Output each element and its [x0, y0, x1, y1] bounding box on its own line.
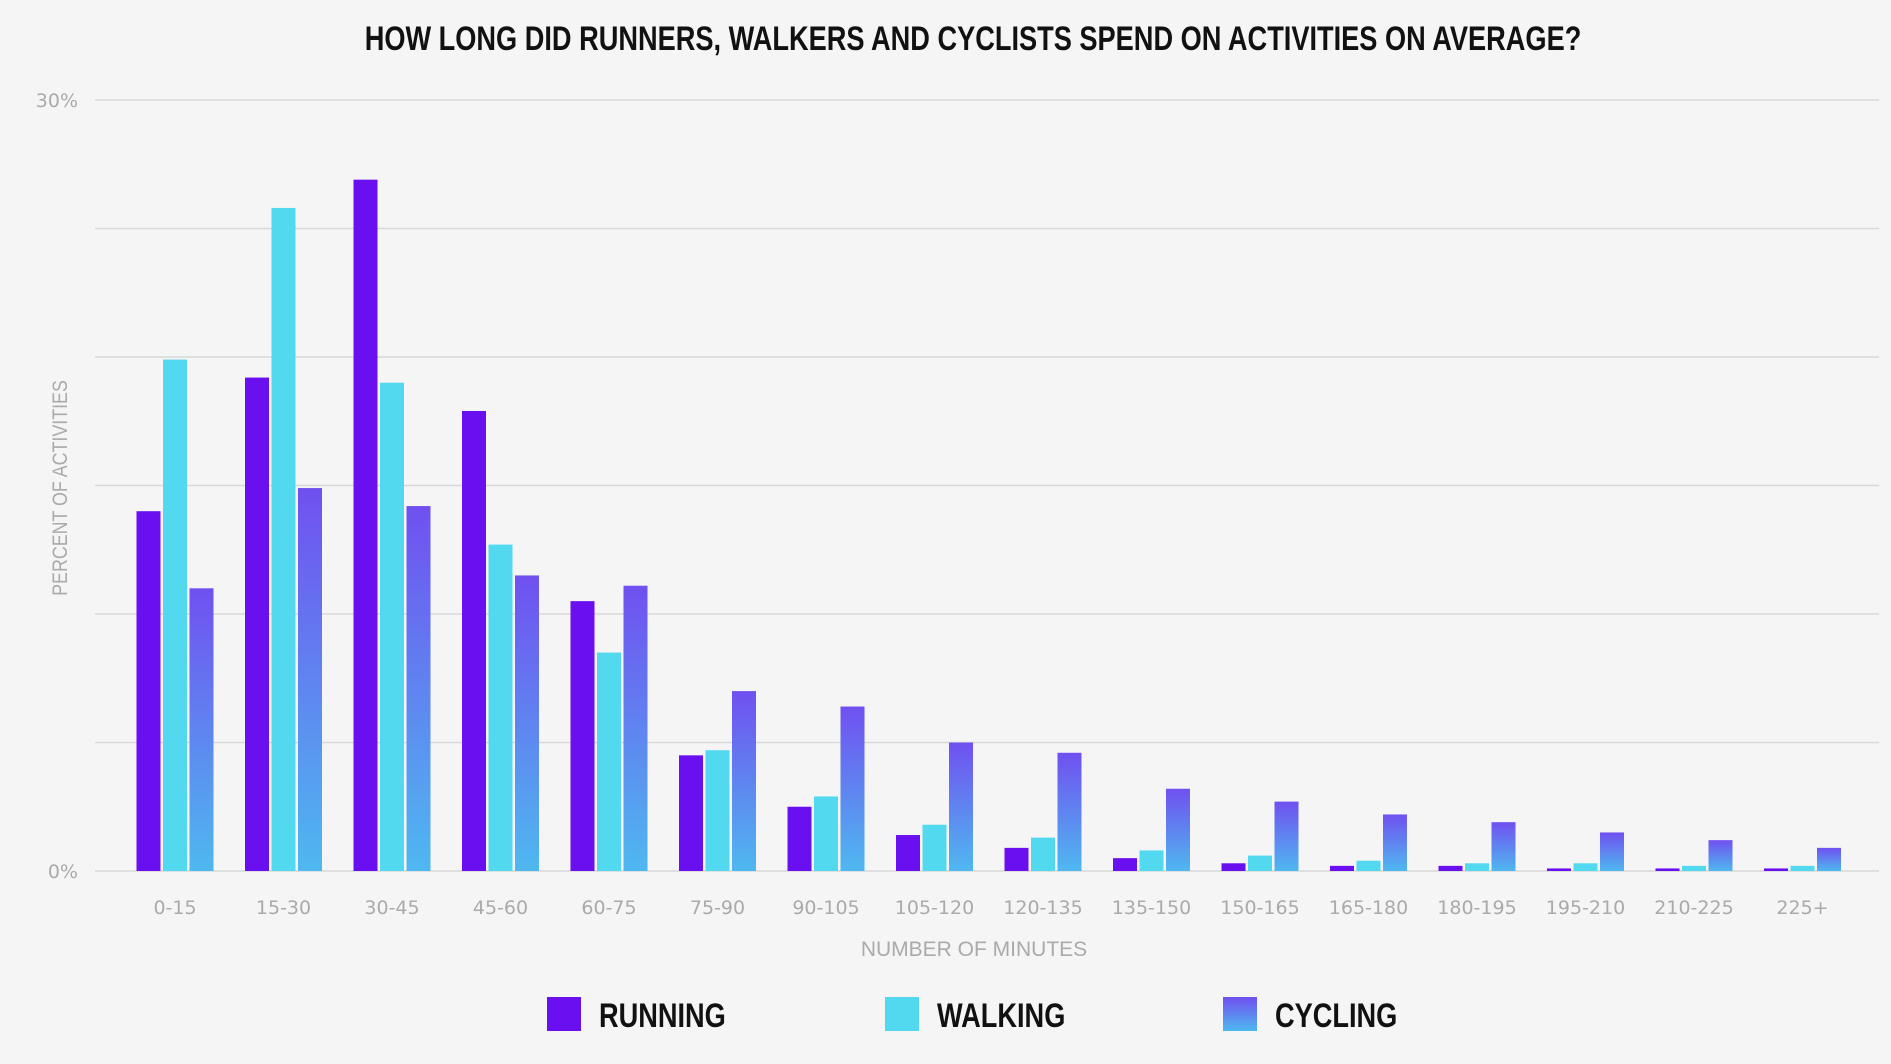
x-tick-label: 225+	[1776, 897, 1828, 919]
bar-walking-165-180	[1356, 860, 1381, 871]
legend-label-running: RUNNING	[599, 996, 726, 1035]
bar-running-105-120	[896, 835, 920, 871]
bar-running-120-135	[1004, 847, 1029, 871]
x-tick-label: 135-150	[1112, 897, 1191, 919]
bar-walking-30-45	[380, 382, 404, 871]
x-tick-label: 30-45	[364, 897, 419, 919]
bar-walking-0-15	[163, 359, 187, 871]
bar-walking-180-195	[1465, 863, 1489, 871]
bar-running-45-60	[462, 410, 486, 871]
x-tick-label: 105-120	[895, 897, 974, 919]
bar-cycling-60-75	[623, 585, 648, 871]
bars	[136, 179, 1841, 872]
bar-running-165-180	[1330, 865, 1354, 871]
bar-cycling-90-105	[840, 706, 865, 871]
bar-running-180-195	[1438, 865, 1463, 871]
bar-cycling-0-15	[189, 588, 214, 871]
bar-walking-225+	[1790, 865, 1815, 871]
bar-walking-90-105	[814, 796, 838, 871]
bar-cycling-120-135	[1057, 752, 1082, 871]
bar-cycling-150-165	[1274, 801, 1299, 871]
bar-cycling-195-210	[1600, 832, 1624, 871]
x-tick-label: 210-225	[1654, 897, 1733, 919]
x-tick-label: 195-210	[1546, 897, 1625, 919]
bar-cycling-105-120	[949, 742, 973, 871]
bar-running-90-105	[787, 806, 812, 871]
bar-walking-60-75	[597, 652, 621, 871]
x-tick-label: 165-180	[1329, 897, 1408, 919]
chart-title: HOW LONG DID RUNNERS, WALKERS AND CYCLIS…	[365, 19, 1582, 58]
legend-swatch-walking	[885, 997, 919, 1031]
legend-label-walking: WALKING	[937, 996, 1065, 1035]
bar-cycling-165-180	[1383, 814, 1407, 871]
x-tick-label: 90-105	[792, 897, 859, 919]
bar-running-0-15	[136, 511, 161, 871]
x-tick-label: 120-135	[1003, 897, 1082, 919]
bar-running-60-75	[570, 601, 595, 871]
bar-walking-15-30	[271, 207, 296, 871]
bar-running-30-45	[353, 179, 378, 872]
legend-label-cycling: CYCLING	[1275, 996, 1397, 1035]
y-tick-label-30: 30%	[36, 90, 78, 112]
bar-walking-150-165	[1248, 855, 1272, 871]
legend: RUNNING WALKING CYCLING	[547, 996, 1397, 1035]
bar-cycling-180-195	[1491, 822, 1516, 871]
bar-walking-135-150	[1139, 850, 1164, 871]
legend-swatch-cycling	[1223, 997, 1257, 1031]
x-tick-label: 75-90	[690, 897, 745, 919]
bar-running-75-90	[679, 755, 703, 871]
x-tick-label: 15-30	[256, 897, 311, 919]
bar-cycling-210-225	[1708, 840, 1733, 871]
bar-walking-120-135	[1031, 837, 1055, 871]
y-axis-label: PERCENT OF ACTIVITIES	[49, 380, 73, 596]
y-tick-label-0: 0%	[48, 861, 78, 883]
x-tick-labels: 0-15 15-30 30-45 45-60 60-75 75-90 90-105 105-1…	[153, 897, 1828, 919]
bar-running-150-165	[1221, 863, 1246, 871]
bar-cycling-45-60	[515, 575, 539, 871]
bar-cycling-225+	[1817, 847, 1841, 871]
bar-walking-195-210	[1573, 863, 1598, 871]
bar-cycling-75-90	[732, 691, 756, 871]
x-tick-label: 60-75	[581, 897, 636, 919]
bar-running-15-30	[245, 377, 269, 871]
bar-cycling-135-150	[1166, 788, 1190, 871]
bar-walking-210-225	[1682, 865, 1706, 871]
bar-running-225+	[1764, 868, 1788, 871]
x-axis-label: NUMBER OF MINUTES	[861, 938, 1087, 961]
bar-walking-75-90	[705, 750, 730, 871]
x-tick-label: 0-15	[153, 897, 196, 919]
bar-running-195-210	[1547, 868, 1571, 871]
bar-walking-105-120	[922, 824, 947, 871]
bar-cycling-30-45	[406, 506, 431, 871]
bar-walking-45-60	[488, 544, 513, 871]
bar-running-135-150	[1113, 858, 1137, 871]
x-tick-label: 45-60	[473, 897, 528, 919]
x-tick-label: 150-165	[1220, 897, 1299, 919]
x-tick-label: 180-195	[1437, 897, 1516, 919]
legend-swatch-running	[547, 997, 581, 1031]
bar-cycling-15-30	[298, 488, 322, 871]
bar-running-210-225	[1655, 868, 1680, 871]
